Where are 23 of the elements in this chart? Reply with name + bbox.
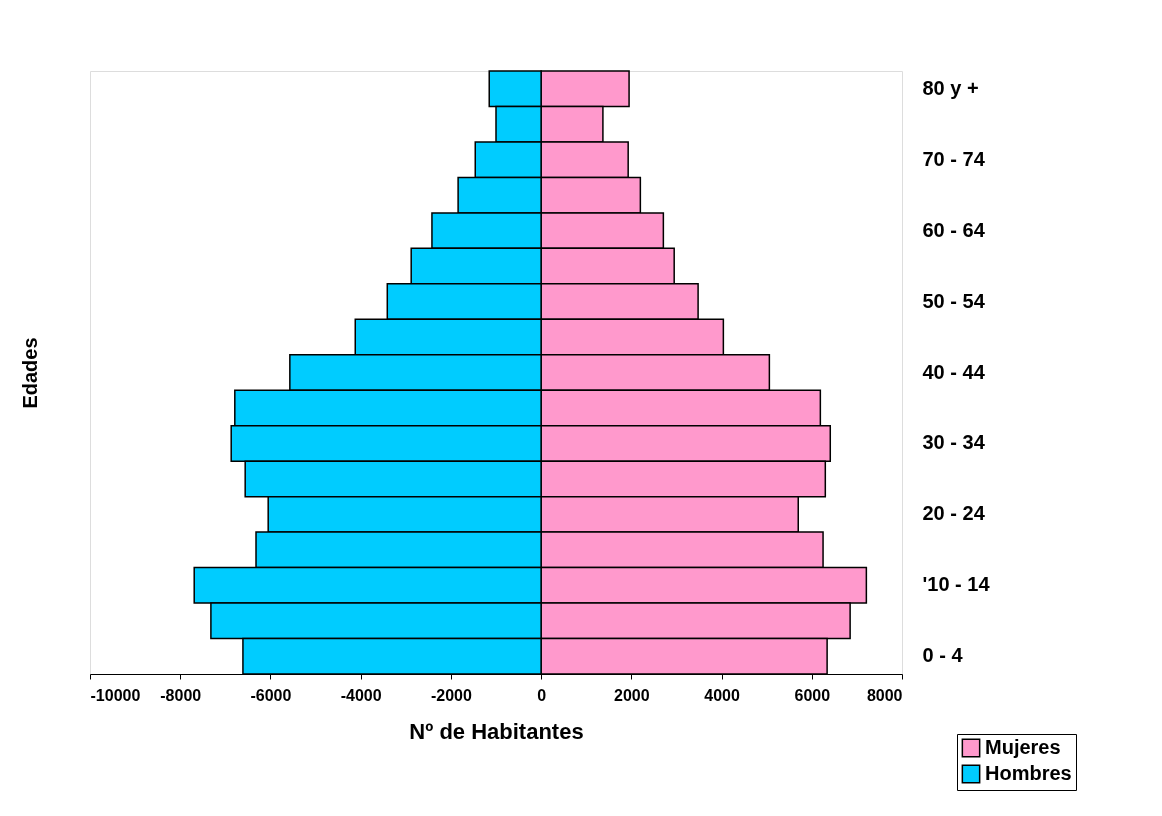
legend-label: Hombres [985, 762, 1072, 784]
y-tick-label: '10 - 14 [922, 573, 991, 596]
x-tick-label: -6000 [250, 686, 292, 704]
x-tick-label: 6000 [794, 686, 831, 704]
y-tick-label: 70 - 74 [922, 147, 986, 170]
y-tick-label: 50 - 54 [922, 289, 986, 312]
y-axis-title: Edades [18, 337, 41, 409]
x-tick-label: 0 [537, 686, 547, 704]
x-axis-title: Nº de Habitantes [409, 718, 584, 744]
y-tick-label: 0 - 4 [922, 644, 964, 667]
x-tick-label: 8000 [866, 686, 903, 704]
legend-label: Mujeres [985, 736, 1061, 758]
y-tick-label: 60 - 64 [922, 218, 986, 241]
y-tick-label: 40 - 44 [922, 360, 986, 383]
x-tick-label: -10000 [90, 686, 141, 704]
y-tick-label: 80 y + [922, 76, 979, 99]
x-tick-label: 4000 [704, 686, 740, 704]
x-tick-label: -8000 [160, 686, 202, 704]
y-tick-label: 20 - 24 [922, 502, 986, 525]
x-tick-label: -4000 [340, 686, 382, 704]
x-tick-label: -2000 [430, 686, 472, 704]
x-tick-label: 2000 [614, 686, 650, 704]
y-tick-label: 30 - 34 [922, 431, 986, 454]
